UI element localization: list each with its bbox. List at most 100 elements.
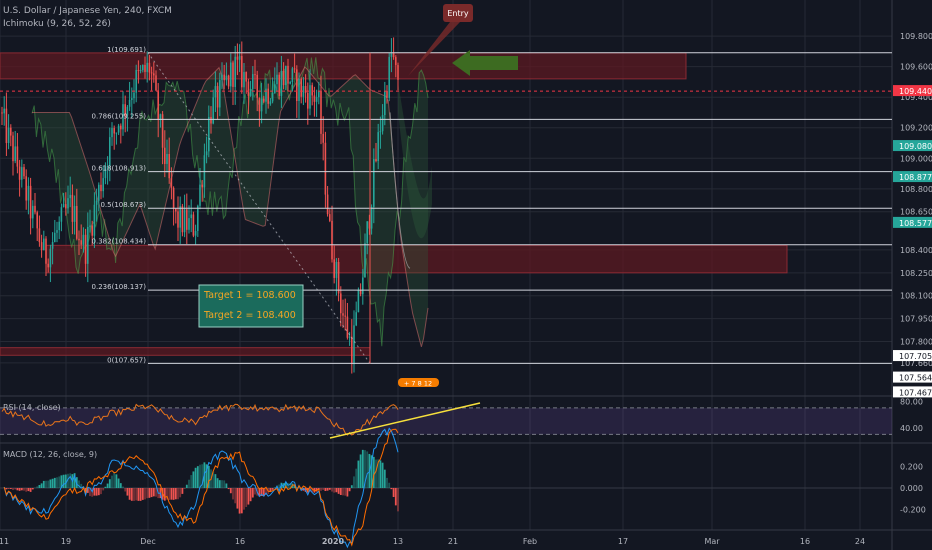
candle-body bbox=[49, 248, 52, 268]
macd-histogram-bar bbox=[12, 488, 14, 491]
candle-body bbox=[252, 74, 254, 89]
macd-histogram-bar bbox=[331, 488, 333, 492]
candle-body bbox=[216, 86, 219, 108]
price-label: 107.705 bbox=[899, 352, 932, 361]
candle-body bbox=[95, 200, 98, 205]
macd-histogram-bar bbox=[386, 477, 388, 488]
candle-body bbox=[192, 214, 195, 236]
macd-histogram-bar bbox=[216, 478, 219, 488]
macd-histogram-bar bbox=[320, 488, 322, 491]
price-axis[interactable]: 109.800 109.600 109.400 109.200 109.000 108.8… bbox=[893, 32, 932, 514]
candle-body bbox=[230, 62, 232, 87]
candle-body bbox=[337, 261, 340, 294]
macd-histogram-bar bbox=[348, 488, 351, 492]
candle-body bbox=[177, 211, 179, 228]
macd-histogram-bar bbox=[27, 488, 30, 492]
fibonacci-levels[interactable]: 1(109.691) 0.786(109.255) 0.618(108.913) 0.… bbox=[0, 46, 892, 365]
candle-body bbox=[135, 69, 137, 93]
candle-body bbox=[109, 137, 111, 167]
price-label: 107.564 bbox=[899, 374, 932, 383]
candle-body bbox=[76, 205, 78, 239]
candle-body bbox=[199, 184, 201, 206]
candle-body bbox=[276, 74, 278, 85]
candle-body bbox=[170, 178, 173, 188]
macd-histogram-bar bbox=[295, 487, 298, 488]
candle-body bbox=[307, 92, 309, 109]
macd-histogram-bar bbox=[148, 488, 151, 498]
fib-label-0: 0(107.657) bbox=[107, 356, 146, 364]
macd-histogram-bar bbox=[243, 488, 245, 510]
candle-body bbox=[247, 81, 250, 96]
candle-body bbox=[34, 205, 36, 213]
candle-body bbox=[366, 221, 368, 244]
candle-body bbox=[168, 154, 170, 179]
price-tick: 109.400 bbox=[900, 93, 932, 102]
candle-body bbox=[274, 84, 276, 93]
price-label: 109.440 bbox=[899, 87, 932, 96]
macd-histogram-bar bbox=[146, 488, 149, 499]
candle-body bbox=[395, 57, 397, 66]
macd-histogram-bar bbox=[344, 488, 347, 496]
macd-histogram-bar bbox=[232, 488, 234, 500]
candle-body bbox=[32, 205, 34, 219]
rsi-band bbox=[0, 407, 892, 435]
candle-body bbox=[249, 88, 252, 96]
time-tick-2020: 2020 bbox=[322, 537, 345, 546]
price-label: 109.080 bbox=[899, 142, 932, 151]
rsi-tick: 80.00 bbox=[900, 397, 923, 406]
demand-zone bbox=[45, 244, 788, 274]
macd-histogram-bar bbox=[135, 488, 138, 501]
candle-body bbox=[324, 142, 327, 195]
time-tick-16: 16 bbox=[800, 537, 810, 546]
macd-histogram-bar bbox=[366, 451, 369, 488]
candle-body bbox=[333, 259, 335, 278]
candle-body bbox=[348, 336, 351, 338]
candle-body bbox=[115, 132, 118, 134]
macd-histogram-bar bbox=[370, 455, 373, 488]
macd-histogram-bar bbox=[73, 473, 76, 488]
time-axis[interactable]: 11 19 Dec 16 2020 13 21 Feb 17 Mar 16 24 bbox=[0, 537, 865, 546]
price-tick: 109.000 bbox=[900, 154, 932, 163]
candle-body bbox=[153, 73, 155, 76]
macd-histogram-bar bbox=[392, 488, 395, 497]
candle-body bbox=[159, 114, 162, 120]
candle-body bbox=[221, 74, 223, 81]
macd-histogram-bar bbox=[152, 488, 155, 497]
candle-body bbox=[10, 127, 12, 136]
candle-body bbox=[256, 74, 258, 98]
candle-body bbox=[373, 159, 375, 207]
macd-histogram-bar bbox=[379, 460, 382, 488]
cloud-future bbox=[398, 81, 432, 239]
lagging-span bbox=[389, 112, 411, 269]
candle-body bbox=[73, 205, 76, 222]
candle-body bbox=[84, 234, 87, 264]
candle-body bbox=[241, 56, 243, 88]
candle-body bbox=[111, 128, 113, 138]
entry-label: Entry bbox=[447, 9, 469, 18]
candle-body bbox=[355, 312, 357, 326]
candle-body bbox=[148, 62, 151, 73]
rsi-title: RSI (14, close) bbox=[3, 403, 61, 412]
candle-body bbox=[322, 133, 324, 143]
time-tick-Mar: Mar bbox=[704, 537, 720, 546]
candle-body bbox=[91, 225, 93, 236]
symbol-title: U.S. Dollar / Japanese Yen, 240, FXCM bbox=[3, 6, 172, 16]
macd-histogram-bar bbox=[207, 466, 210, 488]
candle-body bbox=[82, 234, 85, 245]
price-label-box bbox=[893, 386, 932, 398]
price-label-box bbox=[893, 350, 932, 362]
macd-histogram-bar bbox=[95, 488, 98, 496]
candle-body bbox=[183, 209, 186, 233]
macd-histogram-bar bbox=[93, 488, 96, 496]
macd-histogram-bar bbox=[262, 488, 265, 497]
macd-histogram-bar bbox=[364, 450, 366, 488]
macd-histogram-bar bbox=[69, 473, 72, 488]
candle-body bbox=[98, 184, 100, 201]
candle-body bbox=[175, 208, 177, 212]
macd-histogram-bar bbox=[383, 469, 386, 488]
macd-histogram-bar bbox=[133, 488, 135, 501]
candle-body bbox=[243, 72, 245, 88]
fib-label-1: 1(109.691) bbox=[107, 46, 146, 54]
macd-histogram-bar bbox=[64, 474, 67, 488]
